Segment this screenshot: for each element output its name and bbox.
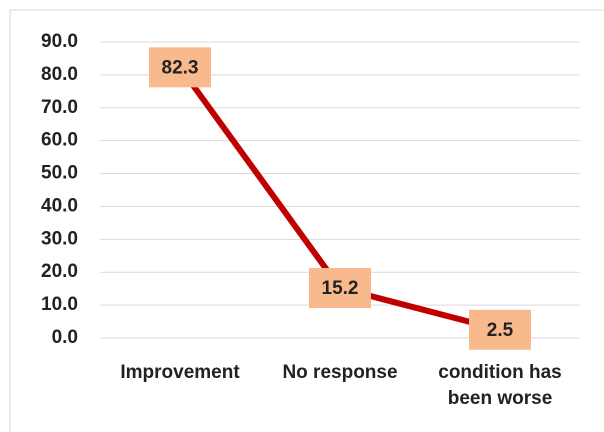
data-label-box bbox=[309, 268, 371, 309]
data-label-box bbox=[149, 47, 211, 88]
y-tick-label: 30.0 bbox=[41, 228, 78, 249]
x-tick-label: condition has been worse bbox=[438, 362, 562, 409]
y-tick-label: 20.0 bbox=[41, 261, 78, 282]
y-tick-label: 70.0 bbox=[41, 97, 78, 118]
y-tick-label: 60.0 bbox=[41, 130, 78, 151]
chart-frame bbox=[9, 9, 604, 432]
x-tick-label: Improvement bbox=[120, 362, 240, 383]
y-tick-label: 0.0 bbox=[52, 327, 78, 348]
y-tick-label: 40.0 bbox=[41, 195, 78, 216]
y-tick-label: 80.0 bbox=[41, 64, 78, 85]
y-tick-label: 50.0 bbox=[41, 163, 78, 184]
y-tick-label: 10.0 bbox=[41, 294, 78, 315]
data-label: 2.5 bbox=[487, 320, 514, 341]
data-label: 82.3 bbox=[162, 57, 199, 78]
data-label: 15.2 bbox=[322, 278, 359, 299]
y-tick-label: 90.0 bbox=[41, 31, 78, 52]
data-label-box bbox=[469, 309, 531, 350]
x-tick-label: No response bbox=[282, 362, 398, 383]
